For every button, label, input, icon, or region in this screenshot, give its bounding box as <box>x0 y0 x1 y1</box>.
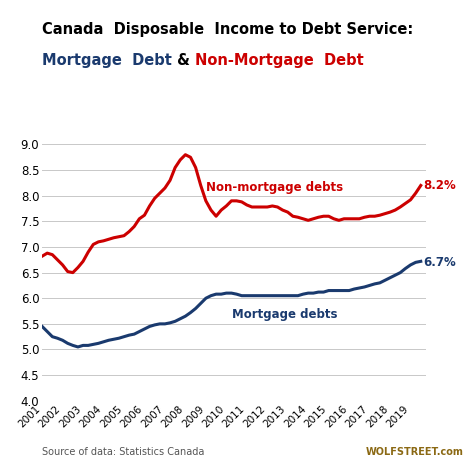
Text: Source of data: Statistics Canada: Source of data: Statistics Canada <box>42 447 205 457</box>
Text: 6.7%: 6.7% <box>423 256 455 269</box>
Text: Mortgage  Debt &: Mortgage Debt & <box>42 53 195 68</box>
Text: Non-Mortgage  Debt: Non-Mortgage Debt <box>195 53 364 68</box>
Text: 8.2%: 8.2% <box>423 179 455 192</box>
Text: Canada  Disposable  Income to Debt Service:: Canada Disposable Income to Debt Service… <box>42 22 413 37</box>
Text: Mortgage  Debt: Mortgage Debt <box>42 53 172 68</box>
Text: Mortgage debts: Mortgage debts <box>233 308 338 321</box>
Text: &: & <box>172 53 195 68</box>
Text: WOLFSTREET.com: WOLFSTREET.com <box>366 447 463 457</box>
Text: Non-mortgage debts: Non-mortgage debts <box>206 181 343 193</box>
